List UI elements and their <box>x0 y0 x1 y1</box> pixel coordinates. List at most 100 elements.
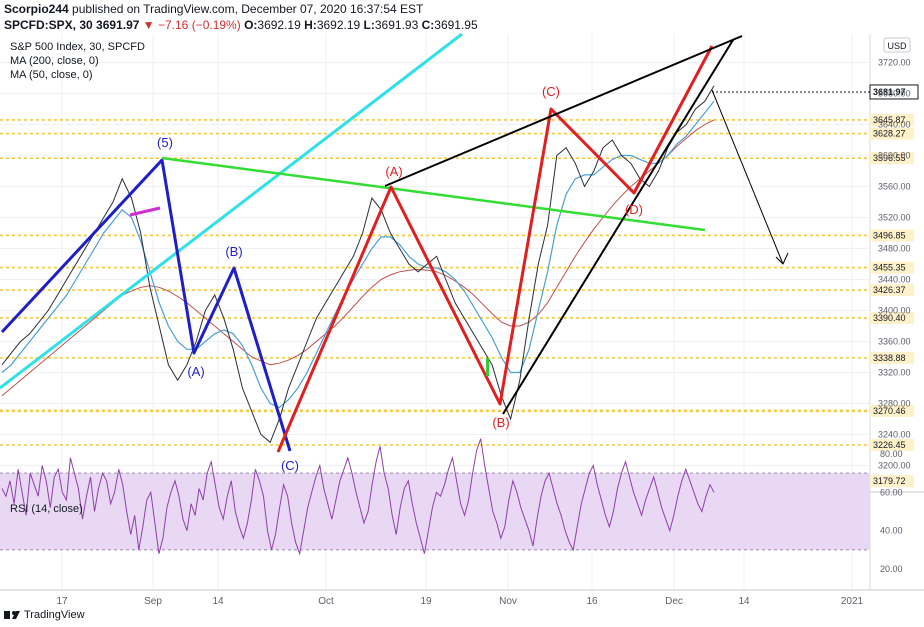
level-tag <box>870 311 914 324</box>
rsi-band <box>0 472 870 551</box>
level-tag <box>870 404 914 417</box>
green-trendline <box>161 156 706 232</box>
y-tick-label: 3360.00 <box>878 337 911 347</box>
chart-header: Scorpio244 published on TradingView.com,… <box>0 0 924 36</box>
legend-ma50: MA (50, close, 0) <box>10 69 93 81</box>
legend-ma200: MA (200, close, 0) <box>10 55 99 67</box>
level-tag <box>870 113 914 126</box>
open-label: O: <box>244 18 258 32</box>
wave-label: (B) <box>225 244 242 259</box>
drawings: (5) (A) (B) (C) (A) (B) (C) (D) <box>0 32 789 473</box>
currency-button[interactable] <box>883 37 911 53</box>
rsi-tick-label: 40.00 <box>880 526 903 536</box>
footer-brand: TradingView <box>24 609 85 621</box>
blue-wave <box>0 158 292 452</box>
level-tag <box>870 284 914 297</box>
wave-label: (C) <box>281 458 299 473</box>
grid <box>0 34 870 590</box>
close-value: 3691.95 <box>434 18 478 32</box>
level-label: 3496.85 <box>873 230 906 240</box>
wave-label: (C) <box>542 84 560 99</box>
y-tick-label: 3200.00 <box>878 461 911 471</box>
x-tick-label: Oct <box>318 596 334 607</box>
green-candle <box>486 358 489 376</box>
x-tick-label: Sep <box>144 596 162 607</box>
black-upper-trendline <box>384 35 743 187</box>
open-value: 3692.19 <box>257 18 301 32</box>
symbol-label: SPCFD:SPX, 30 <box>4 18 93 32</box>
x-tick-label: 14 <box>738 596 750 607</box>
high-value: 3692.19 <box>316 18 361 32</box>
x-tick-label: 2021 <box>841 596 864 607</box>
currency-label: USD <box>887 41 907 51</box>
y-tick-label: 3640.00 <box>878 120 911 130</box>
publish-line: Scorpio244 published on TradingView.com,… <box>4 2 423 16</box>
close-label: C: <box>421 18 435 32</box>
level-label: 3338.88 <box>873 353 906 363</box>
level-label: 3645.87 <box>873 115 906 125</box>
y-tick-label: 3720.00 <box>878 58 911 68</box>
level-tag <box>870 475 914 488</box>
level-tag <box>870 351 914 364</box>
last-price: 3691.97 <box>96 18 140 32</box>
x-tick-label: 19 <box>420 596 432 607</box>
price-change: ▼ −7.16 (−0.19%) <box>142 18 241 32</box>
wave-label: (D) <box>625 202 643 217</box>
author-name[interactable]: Scorpio244 <box>4 2 69 16</box>
y-tick-labels: 3200.00 3240.00 3280.00 3320.00 3360.00 3400.… <box>878 58 911 471</box>
ma50-line <box>1 100 715 409</box>
level-tag <box>870 152 914 165</box>
high-label: H: <box>304 18 317 32</box>
level-tag <box>870 229 914 242</box>
y-tick-label: 3320.00 <box>878 368 911 378</box>
level-label: 3226.45 <box>873 440 906 450</box>
level-tag <box>870 439 914 452</box>
y-tick-label: 3240.00 <box>878 430 911 440</box>
cyan-trendline <box>0 32 463 390</box>
magenta-segment <box>129 206 161 217</box>
price-line <box>1 85 715 444</box>
black-lower-trendline <box>502 39 734 415</box>
y-tick-label: 3680.00 <box>878 89 911 99</box>
y-tick-label: 3560.00 <box>878 182 911 192</box>
current-price-label: 3681.97 <box>873 87 906 97</box>
wave-label: (5) <box>157 135 173 150</box>
legend-title: S&P 500 Index, 30, SPCFD <box>10 41 145 53</box>
x-tick-label: Nov <box>499 596 517 607</box>
level-label: 3596.55 <box>873 153 906 163</box>
level-label: 3270.46 <box>873 406 906 416</box>
x-tick-label: 17 <box>56 596 68 607</box>
wave-label: (A) <box>385 164 402 179</box>
wave-label: (A) <box>187 364 204 379</box>
rsi-tick-label: 80.00 <box>880 449 903 459</box>
legend-rsi: RSI (14, close) <box>10 503 83 515</box>
low-value: 3691.93 <box>374 18 419 32</box>
x-tick-label: Dec <box>665 596 683 607</box>
footer: TradingView <box>4 609 85 621</box>
level-label: 3426.37 <box>873 285 906 295</box>
low-label: L: <box>363 18 375 32</box>
y-tick-label: 3440.00 <box>878 275 911 285</box>
rsi-band-fill <box>0 473 870 550</box>
ohlc-line: SPCFD:SPX, 30 3691.97 ▼ −7.16 (−0.19%) O… <box>4 18 478 32</box>
publish-text: published on TradingView.com, December 0… <box>72 2 424 16</box>
y-tick-label: 3520.00 <box>878 213 911 223</box>
rsi-tick-label: 60.00 <box>880 487 903 497</box>
x-tick-label: 16 <box>586 596 598 607</box>
x-tick-label: 14 <box>212 596 224 607</box>
level-label: 3179.72 <box>873 476 906 486</box>
rsi-line <box>1 438 715 556</box>
y-tick-label: 3600.00 <box>878 151 911 161</box>
y-tick-label: 3280.00 <box>878 399 911 409</box>
rsi-tick-labels: 20.00 40.00 60.00 80.00 <box>880 449 903 574</box>
red-wave <box>276 45 714 453</box>
ma200-line <box>1 119 715 397</box>
y-tick-label: 3400.00 <box>878 306 911 316</box>
support-resistance-levels: 3645.87 3628.27 3596.55 3496.85 3455.35 3426.… <box>0 84 919 488</box>
rsi-tick-label: 20.00 <box>880 564 903 574</box>
y-tick-label: 3480.00 <box>878 244 911 254</box>
level-label: 3628.27 <box>873 129 906 139</box>
wave-label: (B) <box>492 415 509 430</box>
projection-arrow <box>711 89 784 265</box>
